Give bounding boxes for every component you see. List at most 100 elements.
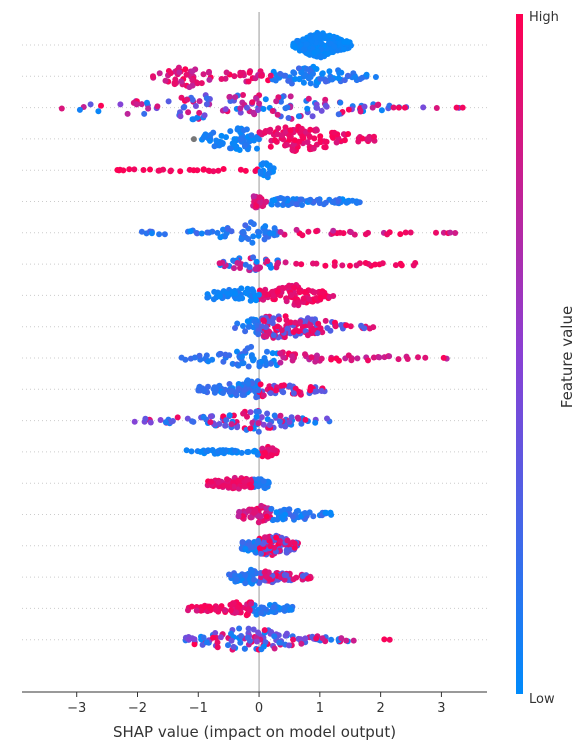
shap-point (347, 323, 354, 330)
shap-point (283, 547, 290, 553)
shap-point (288, 292, 295, 299)
shap-point (244, 345, 251, 352)
shap-point (240, 127, 247, 134)
shap-point (212, 630, 219, 636)
shap-point (272, 77, 279, 84)
shap-point (255, 519, 262, 526)
shap-point (272, 137, 278, 144)
feature-row-12 (195, 377, 328, 401)
shap-point (197, 448, 204, 455)
shap-point (126, 166, 133, 173)
shap-point (358, 322, 365, 329)
shap-point (264, 171, 271, 178)
shap-point (256, 136, 262, 143)
shap-point (271, 225, 278, 232)
shap-point (312, 34, 319, 41)
shap-point (244, 634, 251, 641)
shap-point (298, 640, 305, 647)
feature-row-6 (250, 193, 363, 211)
shap-point (189, 77, 196, 83)
shap-point (287, 93, 294, 100)
shap-point (280, 389, 287, 396)
shap-point (234, 604, 241, 611)
shap-point (277, 229, 284, 235)
shap-point (327, 509, 334, 516)
shap-point (309, 113, 316, 120)
shap-point (323, 509, 329, 516)
shap-point (227, 145, 233, 152)
feature-row-1 (290, 29, 354, 61)
shap-point (324, 51, 331, 57)
shap-point (214, 639, 221, 646)
shap-point (304, 139, 311, 146)
shap-point (205, 383, 211, 390)
shap-point (256, 194, 263, 201)
shap-point (258, 502, 265, 509)
shap-point (236, 625, 243, 632)
shap-point (320, 201, 327, 208)
shap-point (278, 327, 285, 334)
feature-row-16 (235, 502, 335, 526)
shap-point (188, 603, 195, 610)
shap-point (240, 92, 246, 98)
shap-point (207, 419, 214, 426)
shap-point (226, 483, 233, 490)
shap-point (239, 353, 245, 360)
shap-point (239, 392, 246, 398)
shap-point (264, 162, 271, 169)
shap-point (191, 636, 198, 643)
shap-point (305, 575, 312, 582)
shap-point (283, 630, 290, 637)
scatter-points (58, 29, 466, 653)
shap-point (231, 265, 237, 272)
shap-point (239, 360, 246, 367)
shap-point (178, 354, 185, 361)
shap-point (288, 414, 295, 421)
feature-row-3 (58, 92, 466, 123)
shap-point (338, 635, 345, 642)
shap-point (260, 392, 267, 399)
shap-point (218, 132, 225, 139)
shap-point (249, 239, 256, 246)
shap-point (250, 356, 257, 363)
shap-point (216, 293, 223, 300)
shap-point (203, 448, 210, 455)
shap-point (230, 483, 237, 490)
shap-point (266, 328, 273, 335)
shap-point (280, 196, 287, 203)
shap-point (228, 637, 235, 644)
shap-point (335, 75, 342, 82)
x-axis-ticks: −3 −2 −1 0 1 2 3 (67, 692, 446, 716)
feature-row-17 (238, 532, 301, 558)
shap-point (269, 108, 276, 114)
shap-point (453, 104, 460, 111)
shap-point (319, 635, 326, 642)
shap-point (379, 260, 386, 267)
shap-point (156, 70, 163, 77)
shap-point (293, 201, 300, 208)
shap-point (209, 447, 216, 453)
shap-point (345, 72, 351, 79)
colorbar-low-label: Low (529, 692, 555, 707)
shap-point (398, 262, 405, 269)
shap-point (273, 264, 280, 271)
shap-point (215, 479, 222, 486)
shap-point (307, 74, 314, 80)
shap-point (447, 229, 454, 236)
shap-point (131, 166, 138, 173)
shap-point (278, 382, 285, 389)
shap-point (354, 355, 361, 362)
shap-point (295, 415, 302, 422)
shap-point (226, 93, 233, 100)
shap-point (245, 323, 252, 330)
shap-point (395, 104, 402, 111)
shap-point (440, 354, 447, 361)
shap-point (260, 540, 267, 547)
shap-point (272, 447, 279, 454)
shap-point (292, 319, 299, 326)
shap-point (282, 423, 289, 430)
shap-point (324, 325, 331, 331)
shap-point (211, 143, 218, 150)
shap-point (275, 125, 282, 132)
feature-row-8 (216, 254, 419, 274)
